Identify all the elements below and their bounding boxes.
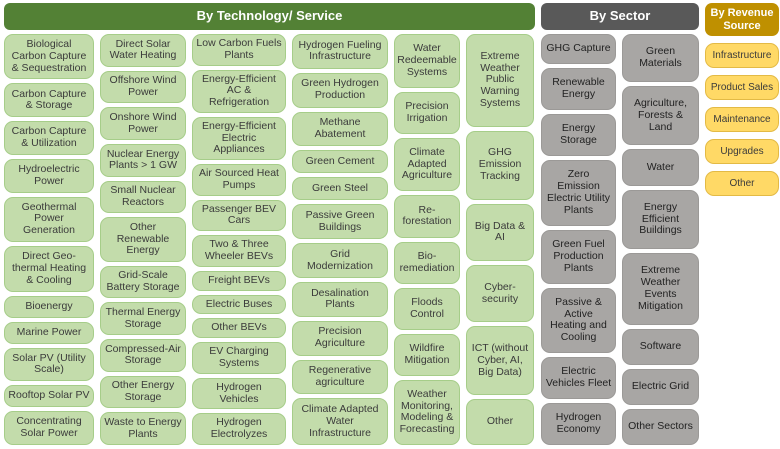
tech-column-4: Hydrogen Fueling Infrastructure Green Hyd… [292, 33, 388, 445]
category-box: Extreme Weather Events Mitigation [622, 253, 699, 325]
category-box: Solar PV (Utility Scale) [4, 347, 94, 382]
category-box: Methane Abatement [292, 111, 388, 147]
category-box: Big Data & AI [466, 203, 534, 261]
category-box: Bio-remediation [394, 241, 460, 284]
category-box: Precision Agriculture [292, 320, 388, 356]
category-box: Air Sourced Heat Pumps [192, 164, 286, 196]
category-box: Software [622, 328, 699, 365]
category-box: Hydroelectric Power [4, 158, 94, 193]
tech-column-1: Biological Carbon Capture & Sequestratio… [4, 33, 94, 446]
category-box: Renewable Energy [541, 68, 616, 111]
category-box: Grid Modernization [292, 243, 388, 279]
category-box: Bioenergy [4, 295, 94, 318]
category-box: Two & Three Wheeler BEVs [192, 235, 286, 267]
category-box: Passive & Active Heating and Cooling [541, 287, 616, 354]
revenue-source-group: By Revenue Source Infrastructure Product … [705, 3, 779, 445]
category-box: Re-forestation [394, 195, 460, 238]
technology-columns: Biological Carbon Capture & Sequestratio… [4, 33, 535, 446]
category-box: Desalination Plants [292, 282, 388, 317]
category-box: Regenerative agriculture [292, 359, 388, 395]
category-box: Other Energy Storage [100, 375, 186, 409]
category-box: Green Hydrogen Production [292, 72, 388, 108]
category-box: Energy-Efficient Electric Appliances [192, 116, 286, 161]
category-box: Green Steel [292, 177, 388, 201]
category-box: Energy-Efficient AC & Refrigeration [192, 69, 286, 113]
category-box: Freight BEVs [192, 270, 286, 291]
category-box: Nuclear Energy Plants > 1 GW [100, 143, 186, 177]
tech-column-5: Water Redeemable Systems Precision Irriga… [394, 33, 460, 446]
sector-columns: GHG Capture Renewable Energy Energy Storag… [541, 33, 699, 446]
category-box: Carbon Capture & Utilization [4, 121, 94, 155]
category-box: Precision Irrigation [394, 91, 460, 134]
category-box: Direct Solar Water Heating [100, 33, 186, 67]
revenue-columns: Infrastructure Product Sales Maintenance Up… [705, 40, 779, 197]
category-box: Other BEVs [192, 318, 286, 339]
category-box: Green Cement [292, 150, 388, 174]
category-box: Other Sectors [622, 408, 699, 446]
category-box: Low Carbon Fuels Plants [192, 33, 286, 66]
technology-service-group: By Technology/ Service Biological Carbon… [4, 3, 535, 446]
category-box: Energy Storage [541, 114, 616, 157]
category-box: Water Redeemable Systems [394, 33, 460, 88]
tech-column-6: Extreme Weather Public Warning Systems GH… [466, 33, 534, 445]
category-box: Hydrogen Fueling Infrastructure [292, 33, 388, 69]
sector-group: By Sector GHG Capture Renewable Energy Ene… [541, 3, 699, 446]
category-box: Zero Emission Electric Utility Plants [541, 160, 616, 226]
category-box: Floods Control [394, 287, 460, 330]
category-box: Green Fuel Production Plants [541, 229, 616, 284]
category-box: Direct Geo-thermal Heating & Cooling [4, 246, 94, 292]
category-box: Electric Grid [622, 368, 699, 405]
category-box: Agriculture, Forests & Land [622, 85, 699, 146]
category-box: Passive Green Buildings [292, 204, 388, 240]
category-box: GHG Emission Tracking [466, 130, 534, 200]
category-box: Geothermal Power Generation [4, 196, 94, 243]
category-box: Product Sales [705, 75, 779, 101]
category-box: Rooftop Solar PV [4, 385, 94, 408]
revenue-column-1: Infrastructure Product Sales Maintenance Up… [705, 43, 779, 197]
category-box: Hydrogen Electrolyzes [192, 413, 286, 445]
tech-column-3: Low Carbon Fuels Plants Energy-Efficient … [192, 33, 286, 445]
category-box: Concentrating Solar Power [4, 411, 94, 446]
category-box: ICT (without Cyber, AI, Big Data) [466, 326, 534, 396]
category-box: Small Nuclear Reactors [100, 180, 186, 214]
category-box: Wildfire Mitigation [394, 333, 460, 376]
category-box: Biological Carbon Capture & Sequestratio… [4, 33, 94, 80]
category-box: Energy Efficient Buildings [622, 189, 699, 250]
category-box: Infrastructure [705, 43, 779, 69]
category-box: Waste to Energy Plants [100, 412, 186, 446]
category-box: EV Charging Systems [192, 342, 286, 374]
category-box: Extreme Weather Public Warning Systems [466, 33, 534, 127]
category-box: Upgrades [705, 139, 779, 165]
category-box: Offshore Wind Power [100, 70, 186, 104]
category-box: Electric Vehicles Fleet [541, 357, 616, 400]
category-box: Hydrogen Vehicles [192, 377, 286, 410]
category-box: Grid-Scale Battery Storage [100, 265, 186, 299]
category-box: Other [705, 171, 779, 197]
category-box: Maintenance [705, 107, 779, 133]
category-box: Thermal Energy Storage [100, 302, 186, 336]
category-box: Compressed-Air Storage [100, 339, 186, 372]
category-box: Climate Adapted Water Infrastructure [292, 398, 388, 445]
category-box: Electric Buses [192, 294, 286, 315]
category-box: Other [466, 399, 534, 445]
category-box: Hydrogen Economy [541, 403, 616, 446]
category-box: Carbon Capture & Storage [4, 83, 94, 118]
sector-column-2: Green Materials Agriculture, Forests & La… [622, 33, 699, 446]
sector-column-1: GHG Capture Renewable Energy Energy Storag… [541, 33, 616, 446]
category-box: Other Renewable Energy [100, 217, 186, 262]
category-box: GHG Capture [541, 33, 616, 65]
sector-header: By Sector [541, 3, 699, 30]
category-box: Water [622, 149, 699, 186]
technology-service-header: By Technology/ Service [4, 3, 535, 30]
category-box: Climate Adapted Agriculture [394, 137, 460, 192]
category-box: Passenger BEV Cars [192, 199, 286, 232]
category-box: Onshore Wind Power [100, 107, 186, 140]
tech-column-2: Direct Solar Water Heating Offshore Wind … [100, 33, 186, 446]
category-box: Marine Power [4, 321, 94, 344]
category-box: Cyber-security [466, 264, 534, 323]
category-box: Weather Monitoring, Modeling & Forecasti… [394, 379, 460, 446]
revenue-source-header: By Revenue Source [705, 3, 779, 37]
category-box: Green Materials [622, 33, 699, 82]
